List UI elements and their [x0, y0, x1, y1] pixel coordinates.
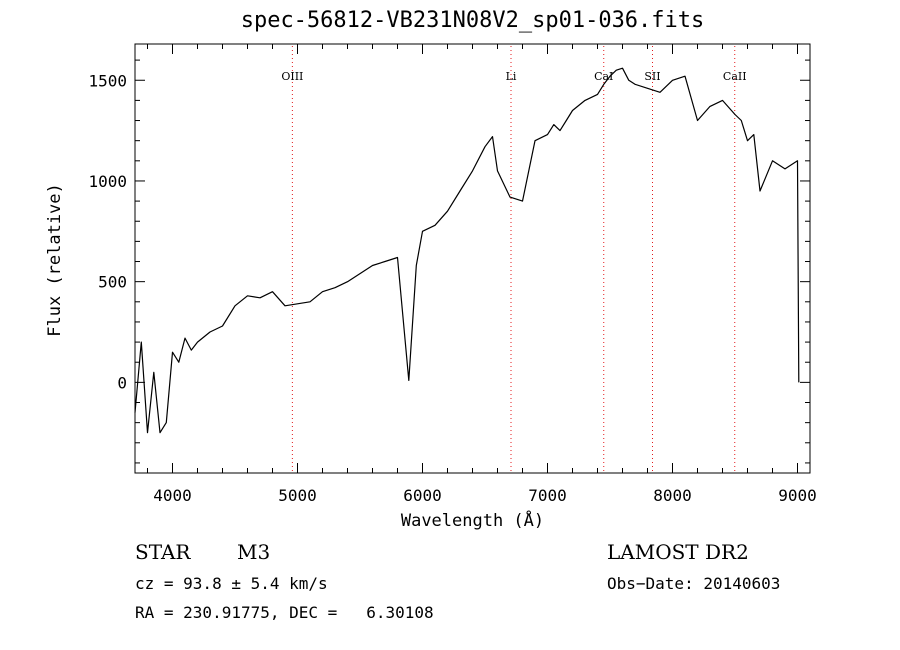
y-tick-label: 500	[98, 273, 127, 292]
y-tick-label: 1500	[88, 71, 127, 90]
obs-date-label: Obs−Date: 20140603	[607, 574, 781, 593]
line-marker-label: Li	[506, 70, 517, 83]
object-class: STAR	[135, 540, 191, 564]
line-marker-label: CaII	[723, 70, 747, 83]
x-tick-label: 7000	[528, 486, 567, 505]
chart-title: spec-56812-VB231N08V2_sp01-036.fits	[240, 8, 705, 33]
spectrum-series-line	[134, 67, 800, 434]
y-tick-label: 1000	[88, 172, 127, 191]
x-tick-label: 6000	[403, 486, 442, 505]
x-axis-label: Wavelength (Å)	[400, 511, 545, 531]
x-tick-label: 8000	[653, 486, 692, 505]
object-subclass: M3	[237, 540, 271, 564]
x-tick-label: 4000	[153, 486, 192, 505]
line-marker-label: CaI	[594, 70, 613, 83]
coords-label: RA = 230.91775, DEC = 6.30108	[135, 603, 434, 622]
redshift-label: cz = 93.8 ± 5.4 km/s	[135, 574, 328, 593]
x-tick-label: 9000	[778, 486, 817, 505]
x-tick-label: 5000	[278, 486, 317, 505]
line-marker-label: SII	[644, 70, 660, 83]
line-marker-label: OIII	[281, 70, 303, 83]
y-tick-label: 0	[117, 373, 127, 392]
survey-label: LAMOST DR2	[607, 540, 749, 564]
y-axis-label: Flux (relative)	[45, 183, 65, 337]
